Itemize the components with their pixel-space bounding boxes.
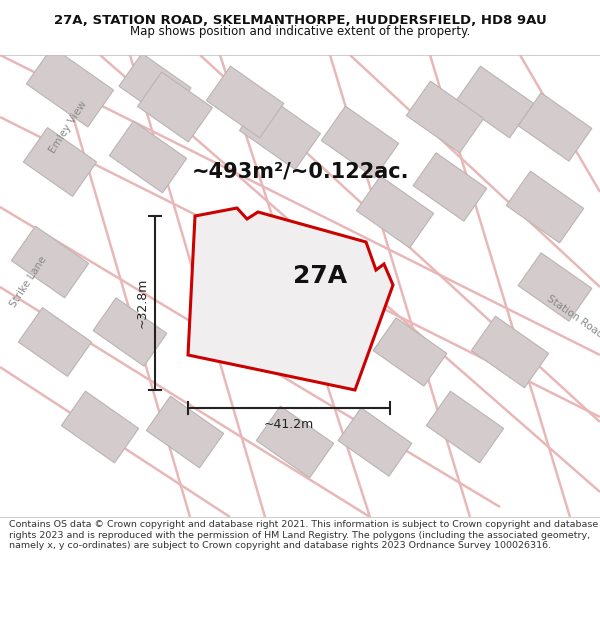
Polygon shape (356, 176, 434, 248)
Polygon shape (239, 94, 320, 169)
Polygon shape (269, 299, 350, 374)
Polygon shape (109, 121, 187, 193)
Text: Map shows position and indicative extent of the property.: Map shows position and indicative extent… (130, 26, 470, 39)
Text: Station Road: Station Road (545, 294, 600, 340)
Text: Contains OS data © Crown copyright and database right 2021. This information is : Contains OS data © Crown copyright and d… (9, 520, 598, 550)
Polygon shape (206, 66, 284, 138)
Text: 27A, STATION ROAD, SKELMANTHORPE, HUDDERSFIELD, HD8 9AU: 27A, STATION ROAD, SKELMANTHORPE, HUDDER… (53, 14, 547, 27)
Polygon shape (518, 93, 592, 161)
Text: ~41.2m: ~41.2m (264, 418, 314, 431)
Polygon shape (93, 298, 167, 366)
Polygon shape (322, 106, 398, 178)
Polygon shape (427, 391, 503, 463)
Polygon shape (518, 253, 592, 321)
Text: Emley View: Emley View (47, 99, 89, 155)
Polygon shape (413, 153, 487, 221)
Polygon shape (188, 208, 393, 390)
Polygon shape (373, 318, 447, 386)
Polygon shape (506, 171, 584, 243)
Text: 27A: 27A (293, 264, 347, 288)
Text: Strike Lane: Strike Lane (8, 255, 48, 309)
Polygon shape (26, 47, 113, 127)
Polygon shape (406, 81, 484, 153)
Polygon shape (338, 408, 412, 476)
Polygon shape (23, 127, 97, 196)
Text: ~493m²/~0.122ac.: ~493m²/~0.122ac. (191, 162, 409, 182)
Polygon shape (19, 308, 92, 376)
Polygon shape (137, 72, 212, 142)
Polygon shape (11, 226, 89, 298)
Polygon shape (146, 396, 224, 468)
Polygon shape (61, 391, 139, 463)
Polygon shape (457, 66, 533, 138)
Polygon shape (472, 316, 548, 388)
Polygon shape (256, 406, 334, 478)
Text: ~32.8m: ~32.8m (136, 278, 149, 328)
Polygon shape (119, 53, 191, 121)
